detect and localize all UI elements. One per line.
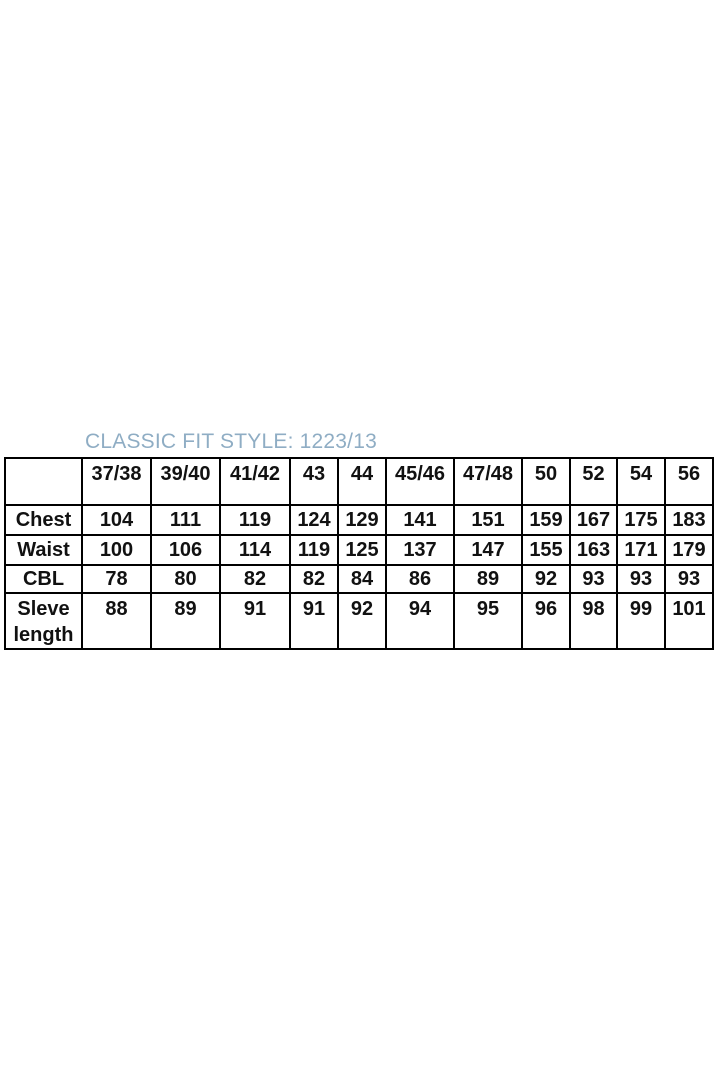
size-chart-header: 37/38 39/40 41/42 43 44 45/46 47/48 50 52 54 56 xyxy=(4,457,714,506)
size-chart-table: 37/38 39/40 41/42 43 44 45/46 47/48 50 52 54 56 Ch… xyxy=(4,457,714,650)
row-label: Chest xyxy=(4,504,83,536)
size-cell: 106 xyxy=(150,534,221,566)
size-cell: 96 xyxy=(521,592,571,650)
size-cell: 179 xyxy=(664,534,714,566)
size-column-header: 56 xyxy=(664,457,714,506)
size-cell: 88 xyxy=(81,592,152,650)
size-column-header: 50 xyxy=(521,457,571,506)
size-column-header: 37/38 xyxy=(81,457,152,506)
size-cell: 89 xyxy=(453,564,523,594)
size-cell: 78 xyxy=(81,564,152,594)
size-header-row: 37/38 39/40 41/42 43 44 45/46 47/48 50 52 54 56 xyxy=(4,457,714,506)
size-cell: 129 xyxy=(337,504,387,536)
size-cell: 91 xyxy=(219,592,291,650)
size-column-header: 45/46 xyxy=(385,457,455,506)
row-label: Sleve length xyxy=(4,592,83,650)
measurement-row: CBL 78 80 82 82 84 86 89 92 93 93 93 xyxy=(4,564,714,594)
size-cell: 100 xyxy=(81,534,152,566)
size-cell: 151 xyxy=(453,504,523,536)
size-column-header: 41/42 xyxy=(219,457,291,506)
size-cell: 119 xyxy=(289,534,339,566)
size-cell: 155 xyxy=(521,534,571,566)
size-cell: 86 xyxy=(385,564,455,594)
size-cell: 147 xyxy=(453,534,523,566)
measurement-row: Sleve length 88 89 91 91 92 94 95 96 98 99 101 xyxy=(4,592,714,650)
size-cell: 93 xyxy=(569,564,618,594)
size-cell: 89 xyxy=(150,592,221,650)
size-column-header: 44 xyxy=(337,457,387,506)
size-cell: 167 xyxy=(569,504,618,536)
size-chart-body: Chest 104 111 119 124 129 141 151 159 167 175 183 Wa… xyxy=(4,504,714,650)
size-cell: 163 xyxy=(569,534,618,566)
size-cell: 141 xyxy=(385,504,455,536)
size-cell: 183 xyxy=(664,504,714,536)
size-cell: 84 xyxy=(337,564,387,594)
row-label: Waist xyxy=(4,534,83,566)
size-cell: 92 xyxy=(337,592,387,650)
size-cell: 98 xyxy=(569,592,618,650)
row-label: CBL xyxy=(4,564,83,594)
measurement-row: Chest 104 111 119 124 129 141 151 159 167 175 183 xyxy=(4,504,714,536)
size-cell: 119 xyxy=(219,504,291,536)
size-cell: 82 xyxy=(289,564,339,594)
corner-cell xyxy=(4,457,83,506)
size-cell: 95 xyxy=(453,592,523,650)
size-column-header: 47/48 xyxy=(453,457,523,506)
size-column-header: 39/40 xyxy=(150,457,221,506)
size-cell: 92 xyxy=(521,564,571,594)
size-cell: 114 xyxy=(219,534,291,566)
size-cell: 93 xyxy=(664,564,714,594)
size-cell: 171 xyxy=(616,534,666,566)
size-column-header: 54 xyxy=(616,457,666,506)
size-cell: 101 xyxy=(664,592,714,650)
size-cell: 111 xyxy=(150,504,221,536)
size-cell: 91 xyxy=(289,592,339,650)
size-cell: 125 xyxy=(337,534,387,566)
size-column-header: 52 xyxy=(569,457,618,506)
size-cell: 137 xyxy=(385,534,455,566)
size-cell: 104 xyxy=(81,504,152,536)
size-cell: 99 xyxy=(616,592,666,650)
size-column-header: 43 xyxy=(289,457,339,506)
size-cell: 82 xyxy=(219,564,291,594)
size-cell: 159 xyxy=(521,504,571,536)
size-cell: 94 xyxy=(385,592,455,650)
size-cell: 93 xyxy=(616,564,666,594)
measurement-row: Waist 100 106 114 119 125 137 147 155 163 171 179 xyxy=(4,534,714,566)
size-cell: 175 xyxy=(616,504,666,536)
size-chart-title: CLASSIC FIT STYLE: 1223/13 xyxy=(85,430,377,453)
size-cell: 80 xyxy=(150,564,221,594)
size-cell: 124 xyxy=(289,504,339,536)
